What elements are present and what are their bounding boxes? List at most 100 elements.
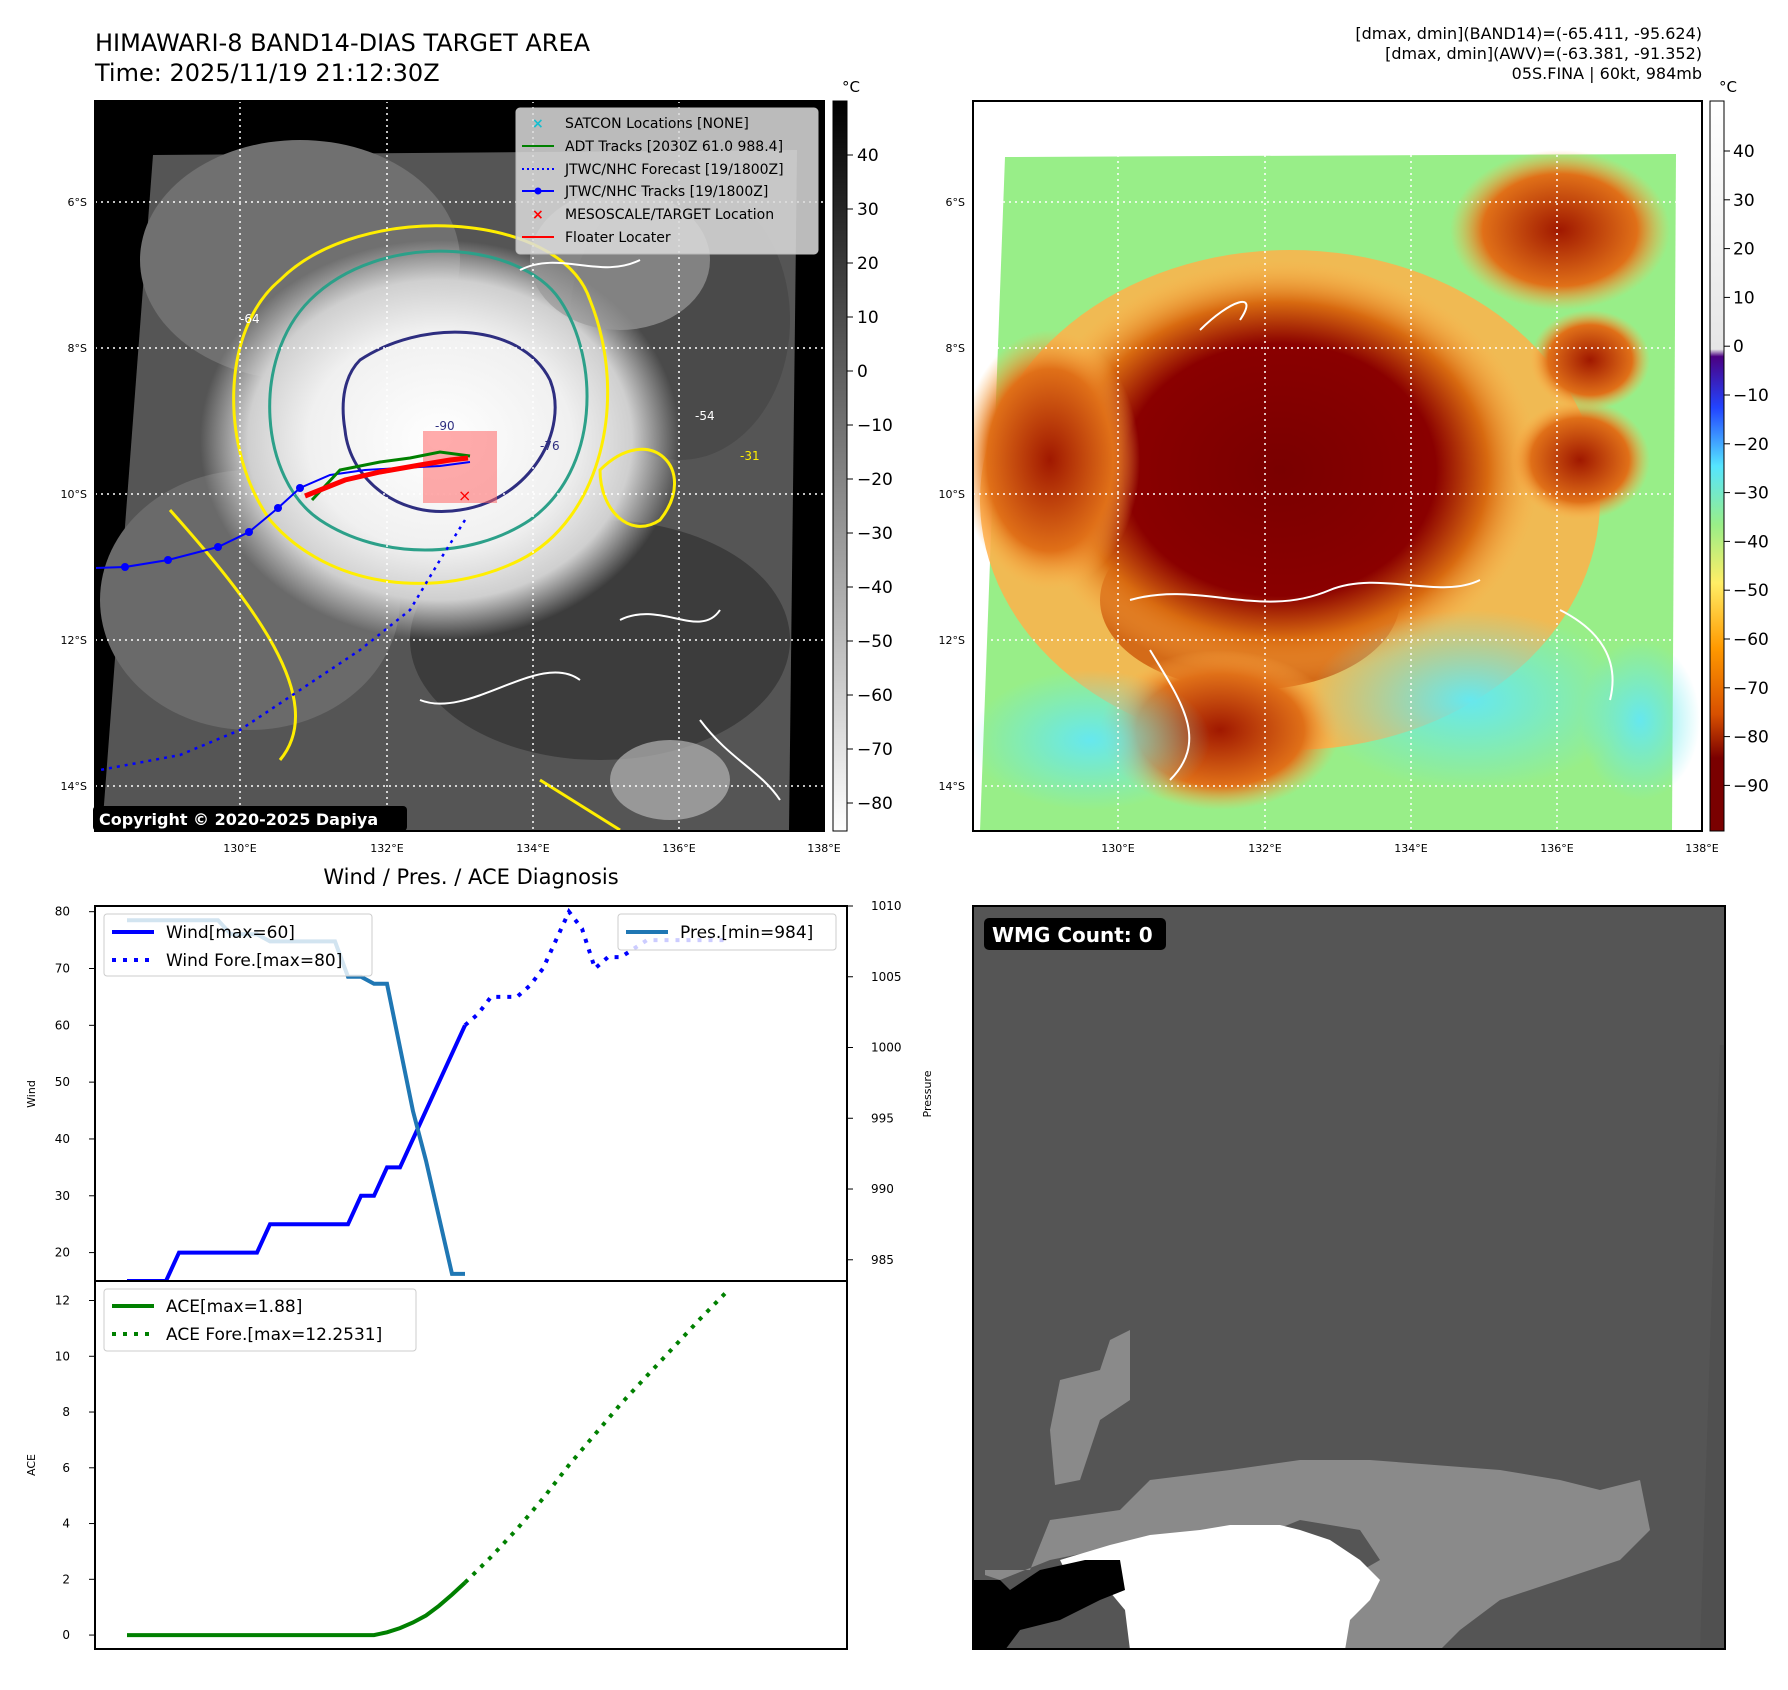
y-tick-label: 70 — [55, 962, 70, 976]
legend-item: ADT Tracks [2030Z 61.0 988.4] — [565, 139, 783, 155]
ace-legend — [103, 1288, 417, 1352]
wmg-count-text: WMG Count: 0 — [992, 923, 1153, 947]
legend-ace: ACE[max=1.88] — [166, 1297, 302, 1317]
colorbar-tick-label: −80 — [857, 794, 893, 814]
legend-item: JTWC/NHC Forecast [19/1800Z] — [564, 162, 784, 178]
lat-tick-label: 6°S — [68, 196, 87, 209]
figure-title: HIMAWARI-8 BAND14-DIAS TARGET AREA — [95, 29, 591, 57]
legend-item: MESOSCALE/TARGET Location — [565, 207, 774, 223]
lon-tick-label: 136°E — [662, 842, 695, 855]
lon-tick-label: 132°E — [1248, 842, 1281, 855]
series-line-windfore — [463, 907, 725, 1027]
colorbar-tick-label: 40 — [857, 146, 879, 166]
lon-tick-label: 130°E — [1101, 842, 1134, 855]
ace-axis-label: ACE — [25, 1454, 38, 1476]
legend-wind-fore: Wind Fore.[max=80] — [166, 951, 342, 971]
wmg-region — [973, 1560, 1125, 1650]
lat-tick-label: 14°S — [939, 780, 965, 793]
awv-colorbar-unit: °C — [1719, 78, 1737, 96]
y-tick-label: 40 — [55, 1132, 70, 1146]
y-tick-label: 0 — [62, 1628, 70, 1642]
wmg-region — [1060, 1525, 1380, 1650]
lon-tick-label: 134°E — [516, 842, 549, 855]
pressure-legend — [617, 913, 837, 951]
info-awv-range: [dmax, dmin](AWV)=(-63.381, -91.352) — [1385, 44, 1702, 63]
lat-tick-label: 6°S — [946, 196, 965, 209]
wind-pressure-chart: Wind Pressure 20 30 40 50 60 70 80 985 990 995 10… — [25, 899, 934, 1283]
colorbar-tick-label: −10 — [857, 416, 893, 436]
legend-item: JTWC/NHC Tracks [19/1800Z] — [564, 184, 768, 200]
legend-wind: Wind[max=60] — [166, 923, 295, 943]
y2-tick-label: 995 — [871, 1111, 894, 1125]
colorbar-tick-label: −70 — [1733, 679, 1769, 699]
colorbar-tick-label: −10 — [1733, 386, 1769, 406]
series-line-wind — [127, 1024, 467, 1283]
y-tick-label: 30 — [55, 1189, 70, 1203]
y-tick-label: 50 — [55, 1075, 70, 1089]
colorbar-tick-label: −90 — [1733, 776, 1769, 796]
colorbar-tick-label: 20 — [857, 254, 879, 274]
ir-contour-inner — [341, 330, 557, 513]
y-tick-label: 4 — [62, 1517, 70, 1531]
y2-tick-label: 1010 — [871, 899, 902, 913]
y-tick-label: 2 — [62, 1572, 70, 1586]
colorbar-tick-label: 20 — [1733, 240, 1755, 260]
wind-legend — [103, 913, 373, 977]
info-band14-range: [dmax, dmin](BAND14)=(-65.411, -95.624) — [1355, 24, 1702, 43]
lon-tick-label: 132°E — [370, 842, 403, 855]
contour-label: -64 — [240, 312, 260, 326]
colorbar-tick-label: −30 — [857, 524, 893, 544]
colorbar-tick-label: −60 — [857, 686, 893, 706]
legend-item: Floater Locater — [565, 230, 671, 246]
lon-tick-label: 138°E — [807, 842, 840, 855]
colorbar-tick-label: 0 — [857, 362, 868, 382]
colorbar-tick-label: 30 — [857, 200, 879, 220]
legend-satcon-icon: × — [532, 116, 544, 132]
colorbar-tick-label: −30 — [1733, 484, 1769, 504]
colorbar-tick-label: 10 — [1733, 288, 1755, 308]
lat-tick-label: 14°S — [61, 780, 87, 793]
legend-pres: Pres.[min=984] — [680, 923, 813, 943]
y-tick-label: 80 — [55, 905, 70, 919]
wmg-panel: WMG Count: 0 — [972, 905, 1726, 1650]
awv-storm-cloud — [1020, 260, 1540, 680]
lon-tick-label: 134°E — [1394, 842, 1427, 855]
ir-colorbar-unit: °C — [842, 78, 860, 96]
contour-label: -54 — [695, 409, 715, 423]
colorbar-tick-label: −20 — [857, 470, 893, 490]
awv-colorbar: °C 40 30 20 10 0 −10 −20 −30 −40 −50 −60 −70 −80 −90 — [1709, 78, 1769, 832]
wmg-region — [1050, 1330, 1130, 1485]
contour-label: -31 — [740, 449, 760, 463]
colorbar-tick-label: 10 — [857, 308, 879, 328]
lat-tick-label: 12°S — [939, 634, 965, 647]
lat-tick-label: 8°S — [68, 342, 87, 355]
info-storm: 05S.FINA | 60kt, 984mb — [1512, 64, 1702, 83]
jtwc-forecast-track — [99, 519, 467, 772]
colorbar-tick-label: −50 — [857, 632, 893, 652]
colorbar-tick-label: −20 — [1733, 435, 1769, 455]
lon-tick-label: 136°E — [1540, 842, 1573, 855]
y2-tick-label: 990 — [871, 1182, 894, 1196]
colorbar-tick-label: −40 — [857, 578, 893, 598]
colorbar-tick-label: −70 — [857, 740, 893, 760]
figure-time: Time: 2025/11/19 21:12:30Z — [94, 59, 440, 87]
adt-track — [310, 450, 471, 502]
target-location-marker: × — [458, 486, 471, 505]
ir-contour-outer — [268, 249, 589, 552]
floater-locater — [304, 455, 469, 499]
colorbar-tick-label: 30 — [1733, 191, 1755, 211]
colorbar-tick-label: −50 — [1733, 581, 1769, 601]
colorbar-tick-label: −40 — [1733, 532, 1769, 552]
y-tick-label: 10 — [55, 1349, 70, 1363]
legend-item: SATCON Locations [NONE] — [565, 116, 749, 132]
y-tick-label: 12 — [55, 1294, 70, 1308]
lat-tick-label: 10°S — [939, 488, 965, 501]
y-tick-label: 20 — [55, 1246, 70, 1260]
colorbar-tick-label: −60 — [1733, 630, 1769, 650]
legend-target-icon: × — [532, 207, 544, 223]
pressure-axis-label: Pressure — [921, 1070, 934, 1117]
copyright-badge — [93, 806, 407, 831]
ir-colorbar: °C 40 30 20 10 0 −10 −20 −30 −40 −50 −60 −70 −80 — [832, 78, 893, 832]
diagnosis-title: Wind / Pres. / ACE Diagnosis — [323, 865, 618, 889]
colorbar-tick-label: 0 — [1733, 337, 1744, 357]
